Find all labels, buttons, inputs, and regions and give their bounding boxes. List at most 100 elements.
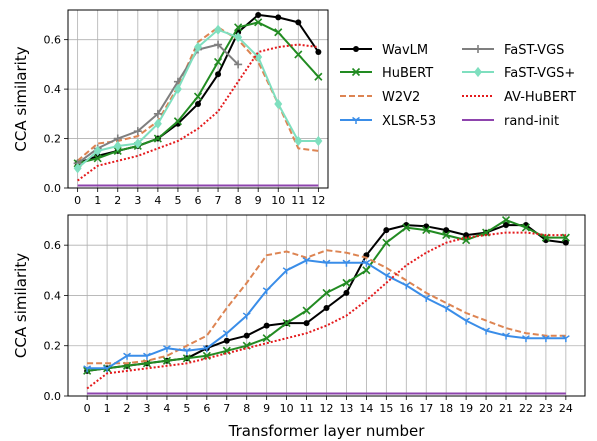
hubert-marker bbox=[162, 356, 171, 365]
hubert-marker bbox=[93, 154, 102, 163]
wavlm-marker bbox=[353, 46, 359, 52]
y-tick-label: 0.2 bbox=[44, 133, 62, 146]
hubert-marker bbox=[442, 231, 451, 240]
hubert-marker bbox=[182, 354, 191, 363]
legend-item-hubert: HuBERT bbox=[340, 66, 433, 81]
x-tick-label: 11 bbox=[291, 194, 305, 207]
wavlm-marker bbox=[343, 289, 350, 296]
x-tick-label: 1 bbox=[94, 194, 101, 207]
xlsr-53-marker bbox=[302, 257, 311, 265]
wavlm-marker bbox=[463, 232, 470, 239]
wavlm-marker bbox=[255, 11, 262, 18]
xlsr-53-marker bbox=[242, 312, 251, 320]
av-hubert-line bbox=[77, 43, 319, 182]
legend-item-fast-vgs: FaST-VGS bbox=[462, 43, 564, 58]
legend-item-av-hubert: AV-HuBERT bbox=[462, 90, 576, 105]
wavlm-marker bbox=[503, 222, 510, 229]
fast-vgs--marker bbox=[214, 24, 223, 35]
xlsr-53-marker bbox=[541, 335, 550, 343]
x-tick-label: 15 bbox=[379, 402, 393, 415]
y-tick-label: 0.4 bbox=[44, 289, 62, 302]
fast-vgs-marker bbox=[133, 127, 142, 136]
hubert-marker bbox=[173, 117, 183, 126]
legend-item-fast-vgs-: FaST-VGS+ bbox=[462, 66, 575, 81]
xlsr-53-marker bbox=[222, 330, 231, 338]
legend-label-fast-vgs: FaST-VGS bbox=[504, 43, 564, 58]
x-tick-label: 20 bbox=[479, 402, 493, 415]
fast-vgs--marker bbox=[113, 140, 122, 152]
legend-label-w2v2: W2V2 bbox=[382, 90, 420, 105]
xlsr-53-marker bbox=[342, 259, 351, 267]
wavlm-marker bbox=[223, 337, 230, 344]
xlsr-53-marker bbox=[322, 259, 331, 267]
hubert-marker bbox=[302, 306, 311, 315]
xlsr-53-marker bbox=[103, 365, 112, 373]
xlsr-53-marker bbox=[561, 335, 570, 343]
legend-label-rand-init: rand-init bbox=[504, 114, 559, 129]
x-tick-label: 12 bbox=[311, 194, 325, 207]
y-axis-label: CCA similarity bbox=[12, 253, 30, 358]
fast-vgs--marker bbox=[153, 118, 162, 129]
wavlm-marker bbox=[275, 14, 282, 21]
bottom-panel: 0 1 2 3 4 5 6 7 8 9 10 11 12 13 14 15 16 17 18 19 20 21 22 23 24… bbox=[12, 214, 586, 440]
x-tick-label: 7 bbox=[215, 194, 222, 207]
fast-vgs-marker bbox=[474, 45, 482, 53]
x-tick-label: 0 bbox=[74, 194, 81, 207]
x-tick-label: 22 bbox=[519, 402, 533, 415]
wavlm-marker bbox=[295, 19, 302, 26]
hubert-marker bbox=[193, 92, 203, 101]
xlsr-53-marker bbox=[422, 294, 431, 302]
wavlm-marker bbox=[215, 71, 222, 78]
x-tick-label: 1 bbox=[104, 402, 111, 415]
fast-vgs--marker bbox=[274, 98, 283, 110]
hubert-marker bbox=[382, 238, 391, 247]
legend-item-xlsr-53: XLSR-53 bbox=[340, 114, 436, 129]
hubert-marker bbox=[294, 50, 303, 59]
fast-vgs--marker bbox=[234, 32, 243, 43]
xlsr-53-marker bbox=[352, 116, 360, 124]
legend-label-hubert: HuBERT bbox=[382, 66, 433, 81]
xlsr-53-marker bbox=[482, 327, 491, 335]
xlsr-53-marker bbox=[382, 272, 391, 280]
xlsr-53-marker bbox=[362, 259, 371, 267]
legend: WavLM FaST-VGS HuBERT FaST-VGS+ W2V2 AV-HuBER… bbox=[340, 43, 576, 129]
x-tick-label: 24 bbox=[559, 402, 573, 415]
hubert-marker bbox=[342, 278, 351, 287]
x-tick-label: 4 bbox=[154, 194, 161, 207]
hubert-marker bbox=[314, 72, 323, 81]
wavlm-marker bbox=[562, 239, 569, 246]
xlsr-53-marker bbox=[202, 345, 211, 353]
xlsr-53-marker bbox=[162, 345, 171, 353]
fast-vgs-marker bbox=[214, 40, 223, 49]
x-tick-label: 3 bbox=[134, 194, 141, 207]
y-tick-label: 0.6 bbox=[44, 239, 62, 252]
hubert-marker bbox=[462, 236, 471, 245]
wavlm-marker bbox=[195, 100, 201, 107]
hubert-marker bbox=[541, 233, 550, 242]
xlsr-53-marker bbox=[282, 267, 291, 275]
fast-vgs--marker bbox=[254, 51, 263, 63]
xlsr-53-marker bbox=[123, 352, 131, 360]
fast-vgs--marker bbox=[294, 135, 303, 147]
fast-vgs--marker bbox=[93, 145, 102, 157]
y-tick-label: 0.0 bbox=[44, 390, 62, 403]
xlsr-53-marker bbox=[442, 304, 451, 313]
fast-vgs-marker bbox=[234, 60, 243, 69]
wavlm-marker bbox=[243, 332, 250, 339]
wavlm-marker bbox=[263, 322, 270, 329]
fast-vgs-marker bbox=[153, 109, 162, 118]
hubert-marker bbox=[262, 334, 271, 343]
av-hubert-line bbox=[86, 231, 566, 390]
x-tick-label: 4 bbox=[163, 402, 170, 415]
fast-vgs--marker bbox=[314, 135, 323, 147]
xlsr-53-marker bbox=[402, 282, 411, 290]
wavlm-marker bbox=[383, 227, 390, 234]
x-tick-label: 10 bbox=[280, 402, 294, 415]
x-tick-label: 2 bbox=[124, 402, 131, 415]
x-tick-label: 0 bbox=[84, 402, 91, 415]
x-tick-label: 6 bbox=[203, 402, 210, 415]
fast-vgs--marker bbox=[473, 66, 483, 78]
x-tick-label: 5 bbox=[183, 402, 190, 415]
legend-item-wavlm: WavLM bbox=[340, 43, 428, 58]
